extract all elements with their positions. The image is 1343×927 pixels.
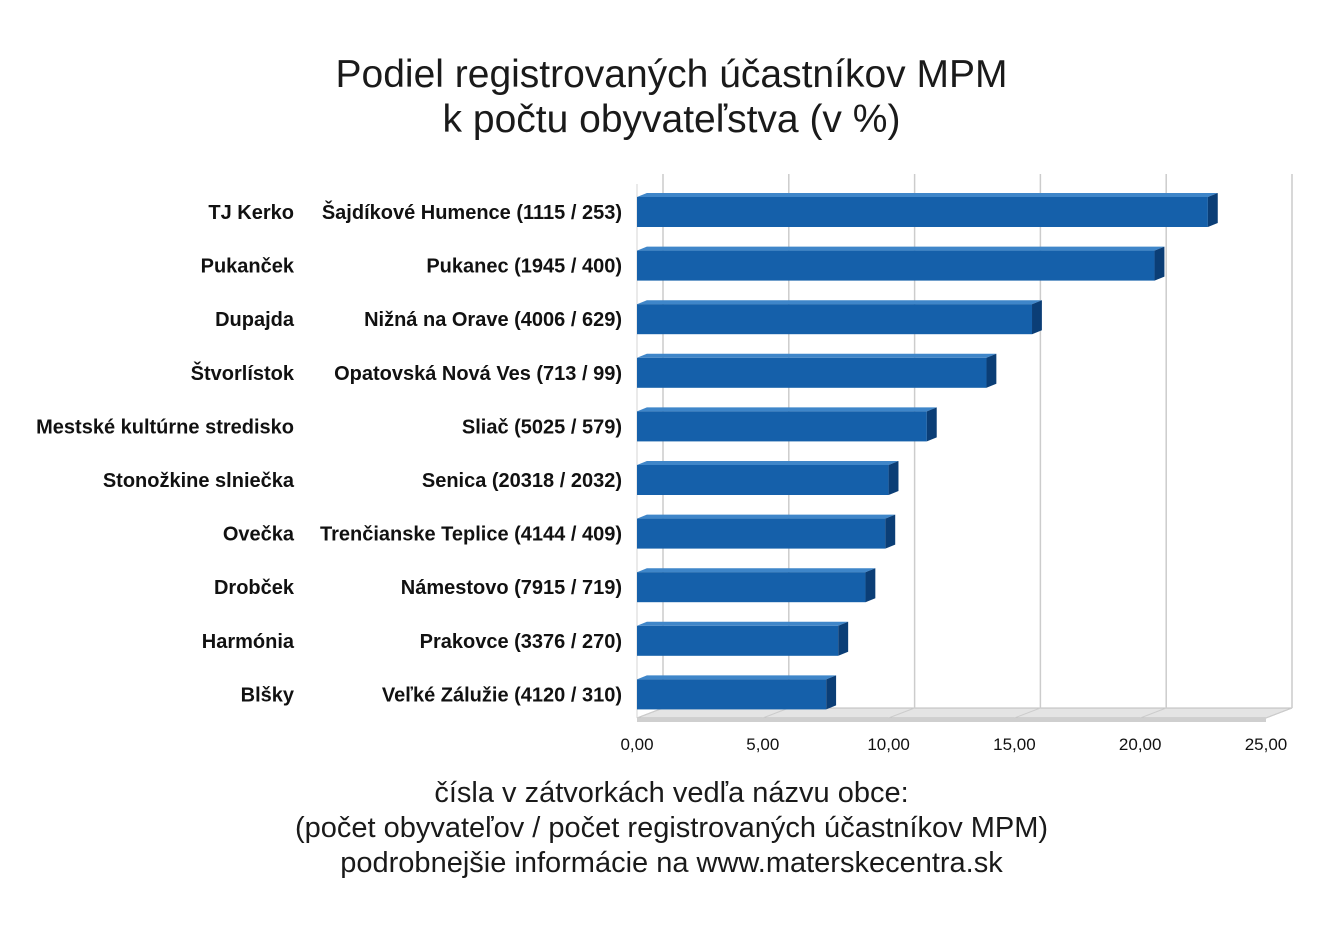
bar-front-face (637, 250, 1155, 281)
chart-floor-edge (637, 718, 1266, 722)
bar-top-face (637, 300, 1042, 305)
footer-line-2: (počet obyvateľov / počet registrovaných… (294, 812, 1049, 844)
chart-title: Podiel registrovaných účastníkov MPM k p… (0, 52, 1343, 142)
gridline-floor (1140, 707, 1167, 719)
category-label-center: Štvorlístok (191, 361, 295, 385)
bar (637, 300, 1042, 335)
bar (637, 193, 1218, 227)
bar-top-face (637, 514, 896, 519)
x-tick-label: 20,00 (1119, 735, 1162, 754)
bars-layer (637, 193, 1218, 710)
category-label-municipality: Opatovská Nová Ves (713 / 99) (334, 363, 622, 385)
category-label-municipality: Pukanec (1945 / 400) (426, 256, 622, 278)
x-tick-label: 10,00 (867, 735, 910, 754)
bar (637, 353, 997, 388)
category-label-municipality: Sliač (5025 / 579) (462, 416, 622, 438)
chart-footer: čísla v zátvorkách vedľa názvu obce: (po… (0, 776, 1343, 881)
category-label-center: Mestské kultúrne stredisko (36, 416, 294, 438)
bar-side-face (1032, 300, 1042, 335)
bar-front-face (637, 197, 1208, 227)
gridline-floor (888, 707, 915, 719)
category-label-municipality: Prakovce (3376 / 270) (420, 631, 622, 653)
footer-line-1: čísla v zátvorkách vedľa názvu obce: (434, 777, 909, 809)
bar (637, 621, 849, 656)
bar-front-face (637, 572, 866, 603)
x-tick-label: 5,00 (746, 735, 779, 754)
bar-front-face (637, 518, 886, 549)
gridline-floor (1014, 707, 1041, 719)
category-label-center: TJ Kerko (208, 202, 294, 224)
bar-top-face (637, 407, 937, 412)
category-label-center: Blšky (241, 684, 295, 706)
chart-floor (636, 707, 1293, 719)
category-label-municipality: Veľké Zálužie (4120 / 310) (382, 684, 622, 706)
category-label-center: Drobček (214, 577, 295, 599)
bar-front-face (637, 679, 827, 710)
bar-front-face (637, 411, 927, 442)
bar-top-face (637, 461, 899, 465)
bar (637, 568, 876, 603)
category-label-municipality: Námestovo (7915 / 719) (401, 577, 622, 599)
bar-side-face (1207, 193, 1218, 227)
bar-side-face (885, 514, 896, 549)
category-label-municipality: Nižná na Orave (4006 / 629) (364, 309, 622, 331)
x-tick-label: 0,00 (620, 735, 653, 754)
bar-side-face (865, 568, 876, 603)
gridline-floor (1265, 707, 1293, 719)
bar-front-face (637, 465, 889, 495)
category-label-center: Ovečka (223, 524, 295, 546)
bar-front-face (637, 625, 839, 656)
category-label-center: Stonožkine slniečka (103, 470, 295, 492)
gridline-floor (636, 707, 664, 719)
bar-top-face (637, 675, 837, 680)
bar-side-face (838, 621, 849, 656)
bar-side-face (826, 675, 837, 710)
category-label-municipality: Trenčianske Teplice (4144 / 409) (320, 524, 622, 546)
bar-front-face (637, 304, 1033, 335)
bar-top-face (637, 193, 1218, 197)
chart-title-line-1: Podiel registrovaných účastníkov MPM (335, 53, 1008, 96)
bar (637, 514, 896, 549)
category-label-center: Dupajda (215, 309, 295, 331)
bar-side-face (888, 461, 899, 495)
category-label-center: Pukanček (201, 256, 295, 278)
bar-top-face (637, 353, 997, 358)
bar-top-face (637, 621, 849, 626)
gridline-floor (762, 707, 789, 719)
category-label-municipality: Senica (20318 / 2032) (422, 470, 622, 492)
chart-title-line-2: k počtu obyvateľstva (v %) (442, 98, 901, 141)
bar (637, 675, 837, 710)
bar (637, 407, 937, 442)
bar (637, 246, 1165, 281)
bar-side-face (926, 407, 937, 442)
labels-layer: 0,00 5,00 10,00 15,00 20,00 25,00 TJ Kerko Šajd… (36, 200, 1287, 754)
x-tick-label: 25,00 (1245, 735, 1288, 754)
bar-top-face (637, 568, 876, 573)
category-label-center: Harmónia (202, 631, 295, 653)
bar-front-face (637, 357, 987, 388)
x-tick-label: 15,00 (993, 735, 1036, 754)
bar-top-face (637, 246, 1165, 251)
category-label-municipality: Šajdíkové Humence (1115 / 253) (322, 200, 622, 224)
bar-side-face (986, 353, 997, 388)
footer-line-3: podrobnejšie informácie na www.materskec… (340, 847, 1003, 879)
bar (637, 461, 899, 495)
bar-side-face (1154, 246, 1165, 281)
